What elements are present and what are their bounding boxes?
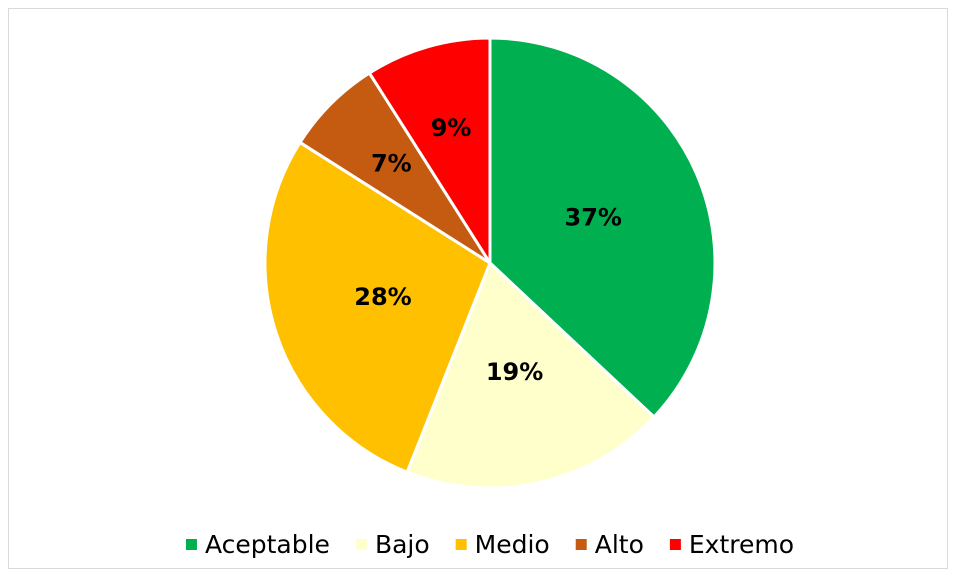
legend-marker <box>669 539 681 550</box>
legend-label: Aceptable <box>205 530 330 559</box>
legend-marker <box>455 539 467 550</box>
legend-label: Extremo <box>689 530 794 559</box>
pie-slice <box>263 140 492 474</box>
data-label: 19% <box>486 358 543 386</box>
pie-slice <box>488 36 717 419</box>
data-label: 28% <box>354 283 411 311</box>
legend-marker <box>355 539 367 550</box>
data-label: 7% <box>371 149 412 177</box>
legend-label: Bajo <box>375 530 430 559</box>
legend-marker <box>185 539 197 550</box>
pie-slice <box>367 36 492 265</box>
legend-marker <box>575 539 587 550</box>
data-label: 37% <box>565 203 622 231</box>
legend-label: Alto <box>595 530 644 559</box>
legend-label: Medio <box>475 530 550 559</box>
data-label: 9% <box>431 114 472 142</box>
